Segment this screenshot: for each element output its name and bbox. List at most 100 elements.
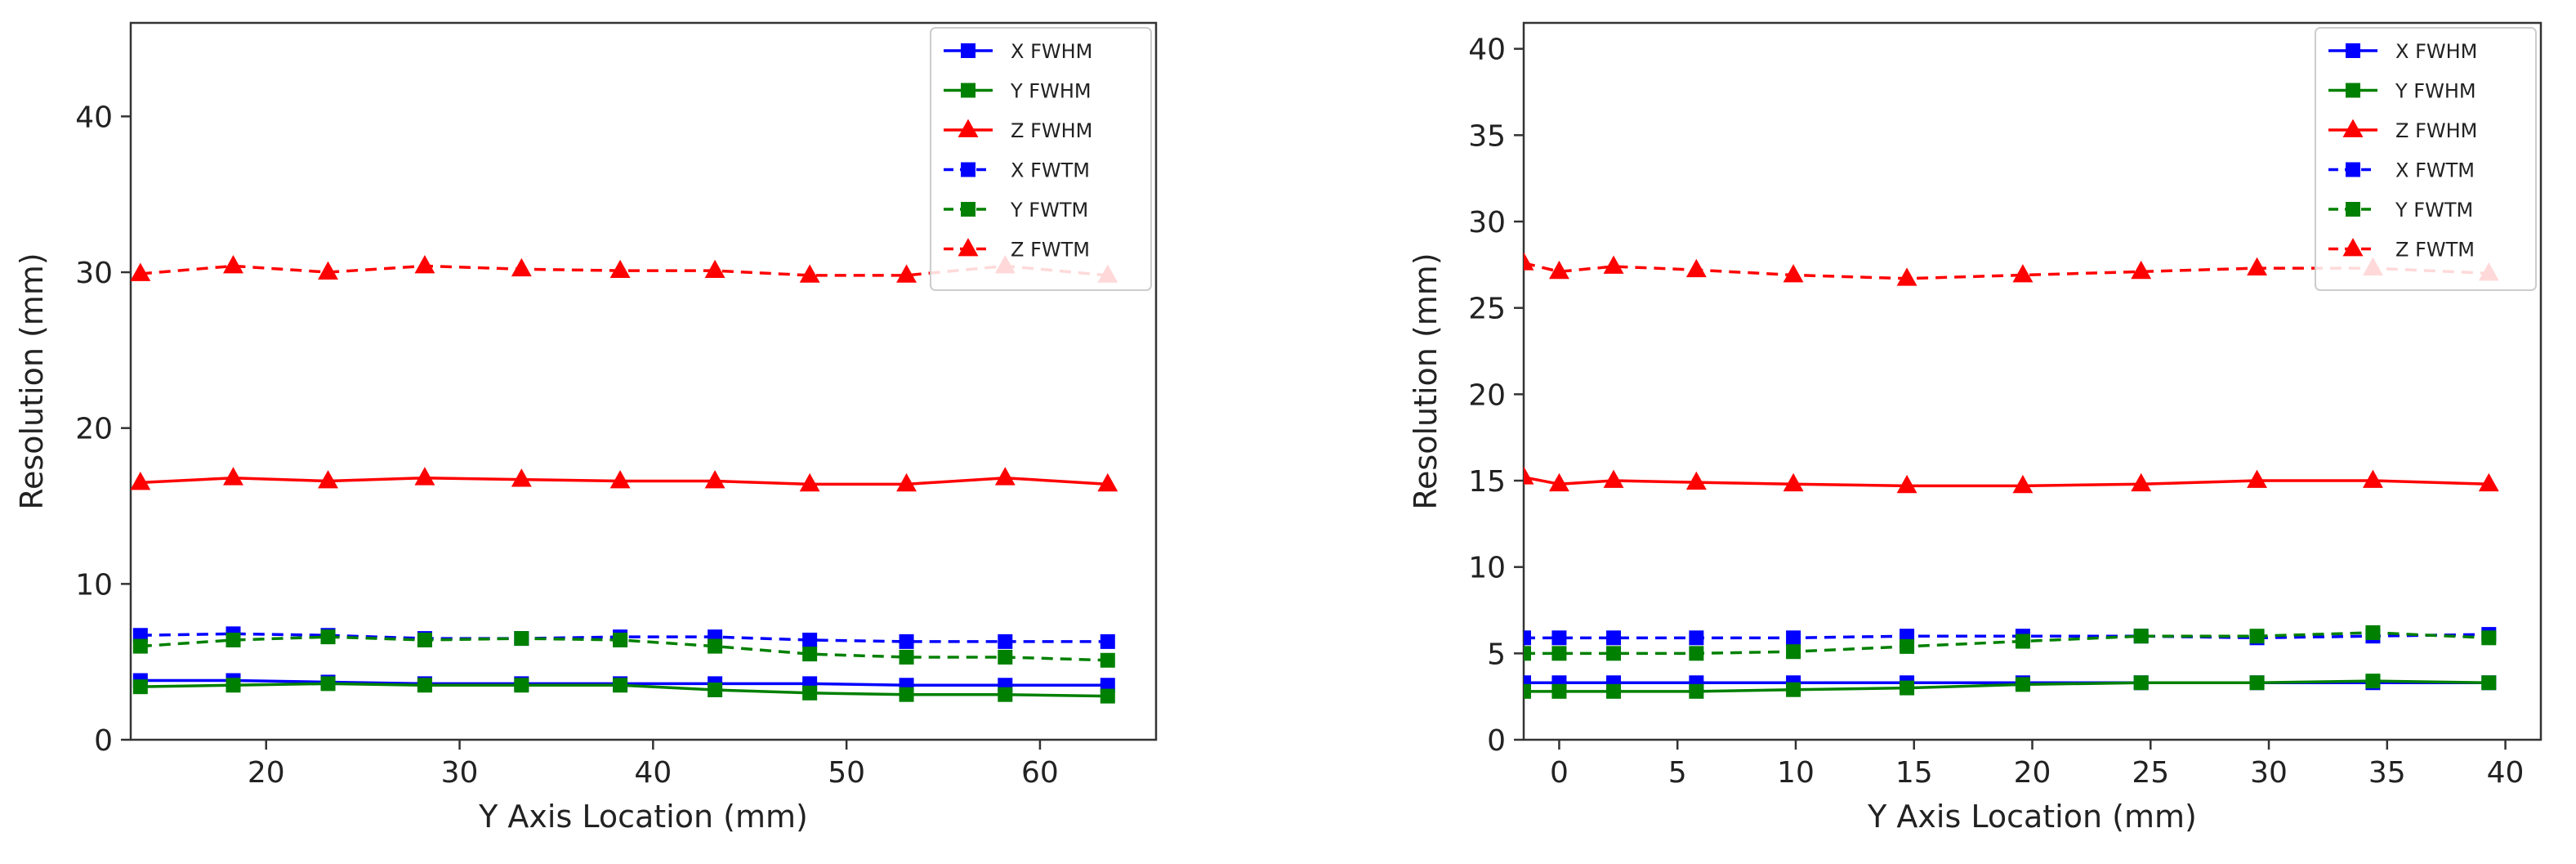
left-y-axis-label: Resolution (mm) [14,253,50,509]
left-z-fwhm-point [131,471,151,490]
right-y-tick-label: 15 [1468,465,1506,499]
left-y-fwhm-point [225,678,241,693]
left-legend-marker [958,119,979,137]
left-z-fwtm-point [414,254,435,274]
left-y-fwtm-point [514,631,529,647]
left-y-fwtm-point [132,638,148,654]
right-legend-label: X FWTM [2395,159,2475,182]
left-y-tick-label: 0 [94,724,113,758]
right-x-fwtm-line [1524,633,2489,640]
right-y-tick-label: 10 [1468,552,1506,585]
right-x-tick-label: 0 [1550,756,1569,790]
right-y-fwtm-point [1689,646,1704,661]
left-plot-frame [129,21,1158,741]
right-z-fwhm-point [2012,474,2034,494]
right-y-tick-label: 30 [1468,206,1506,240]
left-x-tick-label: 50 [828,756,865,790]
left-z-fwhm-point [799,472,820,492]
right-legend: X FWHM Y FWHM Z FWHM X FWTM Y FWTM Z FWTM [2315,27,2537,291]
right-y-fwhm-point [2015,677,2030,692]
right-y-fwhm-point [1689,683,1704,699]
left-legend-label: Z FWTM [1011,239,1090,262]
right-z-fwhm-point [1783,472,1804,492]
right-y-axis-label: Resolution (mm) [1408,253,1444,509]
left-series-group [131,254,1118,704]
left-legend-marker [961,202,975,217]
left-z-fwhm-point [609,470,631,489]
left-y-fwhm-point [613,678,628,693]
right-y-fwhm-point [2481,675,2497,691]
right-z-fwhm-line [1524,476,2489,488]
right-legend-marker [2346,43,2360,58]
left-z-fwtm-point [131,262,151,281]
left-y-fwtm-point [1100,652,1115,668]
left-legend-marker [961,162,975,177]
left-legend-marker [958,238,979,257]
right-legend-marker [2342,238,2364,257]
left-y-fwhm-point [899,687,914,702]
left-x-fwtm-point [1100,633,1115,649]
right-y-tick-label: 20 [1468,378,1506,412]
right-legend-marker [2346,162,2360,177]
right-y-fwtm-point [2249,629,2265,644]
right-y-fwhm-point [2365,674,2381,689]
right-y-tick-label: 40 [1468,34,1506,67]
right-y-fwhm-point [1551,683,1567,699]
right-y-fwtm-point [1786,644,1801,660]
right-y-fwhm-point [1524,683,1531,699]
left-z-fwhm-point [223,467,243,486]
left-y-tick-label: 30 [75,257,113,290]
right-x-axis-label: Y Axis Location (mm) [1867,799,2197,835]
right-y-tick-label: 5 [1487,638,1506,671]
right-y-tick-label: 25 [1468,293,1506,326]
right-z-fwhm-point [1603,469,1624,488]
right-x-fwtm-point [1551,630,1567,646]
left-legend-label: X FWHM [1011,40,1092,63]
right-x-fwtm-point [1606,630,1622,646]
left-z-fwhm-point [704,470,725,489]
left-z-fwhm-point [896,472,917,492]
right-y-fwtm-point [2133,629,2149,644]
right-z-fwtm-point [1783,264,1804,283]
right-x-fwtm-point [1786,630,1801,646]
right-y-fwtm-point [2015,633,2030,649]
right-z-fwhm-point [1548,472,1569,492]
right-series-group [1524,252,2499,699]
right-y-fwtm-point [2365,624,2381,640]
left-y-tick-label: 10 [75,568,113,602]
left-legend-label: Z FWHM [1011,119,1092,142]
right-z-fwtm-point [1603,255,1624,274]
right-z-fwhm-point [2362,469,2383,488]
right-y-fwhm-point [1900,680,1915,696]
left-z-fwtm-point [223,254,243,274]
right-x-tick-label: 15 [1895,756,1933,790]
left-y-fwtm-point [802,647,818,662]
left-legend-box [930,27,1152,291]
right-x-tick-label: 35 [2368,756,2406,790]
right-z-fwhm-point [1524,466,1534,485]
right-z-fwtm-point [2012,264,2034,283]
right-z-fwhm-point [1685,471,1707,490]
left-y-fwhm-point [708,682,723,697]
left-legend-label: X FWTM [1011,159,1090,182]
right-legend-label: X FWHM [2395,40,2477,63]
right-x-tick-label: 30 [2250,756,2288,790]
right-legend-label: Y FWTM [2395,199,2473,222]
left-z-fwtm-point [799,264,820,283]
left-x-tick-label: 40 [634,756,672,790]
left-y-fwhm-point [320,676,336,692]
left-z-fwhm-point [1097,472,1118,492]
right-y-fwtm-point [1606,646,1622,661]
left-chart-panel: 20 30 40 50 60 0 10 20 30 40 Y Axis Location (mm) R… [14,21,1158,835]
right-z-fwtm-point [1896,267,1917,286]
left-y-tick-label: 40 [75,101,113,134]
right-x-tick-label: 20 [2014,756,2051,790]
left-y-fwhm-point [1100,688,1115,704]
right-z-fwhm-point [2247,469,2268,488]
left-x-fwtm-point [998,633,1013,649]
right-y-fwtm-line [1524,631,2489,656]
left-y-fwhm-point [998,687,1013,702]
left-legend-label: Y FWTM [1010,199,1088,222]
